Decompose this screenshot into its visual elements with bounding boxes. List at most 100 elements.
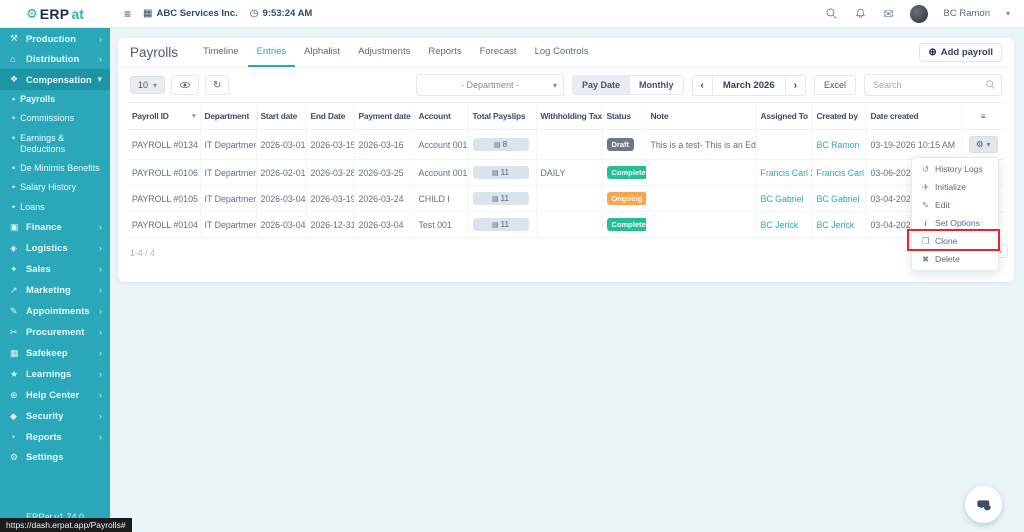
col-account[interactable]: Account — [413, 102, 468, 130]
menu-item-clone[interactable]: ❐ Clone — [921, 235, 958, 247]
col-date-created[interactable]: Date created — [865, 102, 962, 130]
sidebar-item-production[interactable]: ⚒ Production › — [10, 33, 102, 44]
pay-date-toggle[interactable]: Pay Date — [573, 76, 630, 94]
plus-circle-icon: ⊕ — [928, 47, 937, 58]
col-payment-date[interactable]: Payment date — [353, 102, 414, 130]
chat-fab-button[interactable] — [965, 486, 1002, 523]
tab-entries[interactable]: Entries — [247, 38, 296, 67]
date-mode-group: Pay Date Monthly — [572, 75, 684, 95]
tab-adjustments[interactable]: Adjustments — [358, 46, 411, 57]
sidebar-item-loans[interactable]: • Loans — [12, 201, 45, 212]
history-icon: ↺ — [921, 163, 930, 174]
department-select[interactable]: - Department - ▾ — [416, 74, 564, 96]
user-name[interactable]: BC Ramon — [943, 8, 990, 19]
col-payroll-id[interactable]: Payroll ID ▾ — [128, 102, 200, 130]
monthly-toggle[interactable]: Monthly — [629, 76, 683, 94]
menu-item-set-options[interactable]: i Set Options — [912, 214, 998, 232]
column-visibility-button[interactable] — [171, 75, 200, 95]
sidebar-item-salary-history[interactable]: • Salary History — [12, 182, 77, 193]
prev-month-button[interactable]: ‹ — [692, 75, 712, 95]
payslips-badge[interactable]: ▤ 11 — [472, 192, 529, 205]
sidebar-item-compensation[interactable]: ❖ Compensation ▾ — [0, 69, 110, 90]
caret-down-icon: ▾ — [153, 80, 158, 90]
sidebar-item-logistics[interactable]: ◈ Logistics › — [10, 242, 102, 254]
payslips-badge[interactable]: ▤ 11 — [472, 166, 529, 179]
created-by-link[interactable]: Francis Carl 2 — [816, 167, 867, 178]
excel-export-button[interactable]: Excel — [813, 75, 856, 95]
sidebar-item-distribution[interactable]: ⌂ Distribution › — [10, 54, 102, 64]
bell-icon[interactable] — [854, 7, 867, 20]
chevron-right-icon: › — [99, 411, 102, 422]
created-by-link[interactable]: BC Gabriel — [816, 193, 860, 204]
sidebar-item-earnings-deductions[interactable]: • Earnings & Deductions — [12, 132, 66, 154]
sidebar-item-help-center[interactable]: ⊕ Help Center › — [10, 389, 102, 401]
col-start-date[interactable]: Start date — [255, 102, 306, 130]
sidebar-item-commissions[interactable]: • Commissions — [12, 113, 75, 124]
sidebar-item-finance[interactable]: ▣ Finance › — [10, 221, 102, 233]
chevron-right-icon: › — [99, 33, 102, 44]
tab-alphalist[interactable]: Alphalist — [304, 46, 341, 57]
page-title: Payrolls — [130, 45, 179, 60]
brand-text-erp: ERP — [39, 5, 70, 22]
payslips-badge[interactable]: ▤ 8 — [472, 138, 529, 151]
next-month-button[interactable]: › — [785, 75, 805, 95]
assigned-to-link[interactable]: Francis Carl 2 — [760, 167, 813, 178]
menu-item-edit[interactable]: ✎ Edit — [921, 199, 950, 211]
search-icon[interactable] — [825, 7, 838, 20]
col-withholding-tax[interactable]: Withholding Tax — [535, 102, 602, 130]
add-payroll-button[interactable]: ⊕ Add payroll — [919, 43, 1002, 62]
building-icon: ▦ — [143, 8, 153, 19]
col-note[interactable]: Note — [645, 102, 756, 130]
sidebar-item-payrolls[interactable]: • Payrolls — [12, 94, 56, 104]
company-selector[interactable]: ▦ ABC Services Inc. — [143, 8, 238, 19]
table-row: PAYROLL #0104 IT Department 2026-03-04 2… — [128, 211, 1004, 238]
search-input[interactable] — [864, 74, 1002, 96]
col-end-date[interactable]: End Date — [305, 102, 354, 130]
sidebar-item-safekeep[interactable]: ▦ Safekeep › — [10, 347, 102, 359]
sidebar-toggle-icon[interactable]: ≡ — [124, 6, 132, 21]
user-menu-caret-icon[interactable]: ▾ — [1005, 9, 1010, 18]
tab-log-controls[interactable]: Log Controls — [534, 46, 589, 57]
sidebar-item-sales[interactable]: ✦ Sales › — [10, 263, 102, 275]
cell-payroll-id: PAYROLL #0105 — [128, 185, 200, 212]
col-total-payslips[interactable]: Total Payslips — [467, 102, 536, 130]
bullet-icon: • — [12, 163, 16, 173]
tab-timeline[interactable]: Timeline — [203, 46, 239, 57]
menu-item-history-logs[interactable]: ↺ History Logs — [921, 163, 983, 175]
tab-forecast[interactable]: Forecast — [479, 46, 517, 57]
col-created-by[interactable]: Created by — [811, 102, 866, 130]
app-logo[interactable]: ⚙ ERP at — [0, 6, 110, 22]
statusbar-link-url: https://dash.erpat.app/Payrolls# — [0, 518, 132, 532]
chevron-right-icon: › — [99, 327, 102, 338]
sidebar-item-marketing[interactable]: ↗ Marketing › — [10, 284, 102, 296]
payrolls-table: Payroll ID ▾ Department Start date End Da… — [128, 102, 1004, 238]
created-by-link[interactable]: BC Jerick — [816, 219, 855, 230]
sidebar-item-reports[interactable]: ◔ Reports › — [10, 431, 102, 442]
refresh-button[interactable]: ↻ — [205, 75, 230, 95]
created-by-link[interactable]: BC Ramon — [816, 139, 860, 150]
col-assigned-to[interactable]: Assigned To — [755, 102, 812, 130]
payslips-badge[interactable]: ▤ 11 — [472, 218, 529, 231]
toolbar-right: - Department - ▾ Pay Date Monthly ‹ Marc… — [416, 74, 1002, 96]
menu-item-initialize[interactable]: ✈ Initialize — [921, 181, 967, 193]
user-avatar[interactable] — [909, 4, 928, 23]
col-department[interactable]: Department — [199, 102, 256, 130]
mail-icon[interactable]: ✉ — [883, 6, 894, 21]
clock-icon: ◷ — [249, 8, 259, 19]
col-status[interactable]: Status — [601, 102, 646, 130]
assigned-to-link[interactable]: BC Gabriel — [760, 193, 804, 204]
page-size-select[interactable]: 10 ▾ — [130, 76, 166, 94]
sidebar-item-appointments[interactable]: ✎ Appointments › — [10, 305, 102, 317]
tab-reports[interactable]: Reports — [428, 46, 462, 57]
x-icon: ✖ — [921, 253, 930, 264]
sidebar-item-settings[interactable]: ⚙ Settings — [10, 451, 64, 463]
sidebar-item-procurement[interactable]: ✂ Procurement › — [10, 326, 102, 338]
menu-item-delete[interactable]: ✖ Delete — [921, 253, 960, 265]
sidebar-item-de-minimis-benefits[interactable]: • De Minimis Benefits — [12, 163, 100, 173]
sidebar-item-security[interactable]: ◆ Security › — [10, 410, 102, 422]
chevron-right-icon: › — [99, 54, 102, 64]
row-actions-button[interactable]: ⚙ ▾ — [968, 136, 998, 153]
finance-icon: ▣ — [10, 221, 19, 232]
sidebar-item-learnings[interactable]: ★ Learnings › — [10, 368, 102, 380]
assigned-to-link[interactable]: BC Jerick — [760, 219, 799, 230]
